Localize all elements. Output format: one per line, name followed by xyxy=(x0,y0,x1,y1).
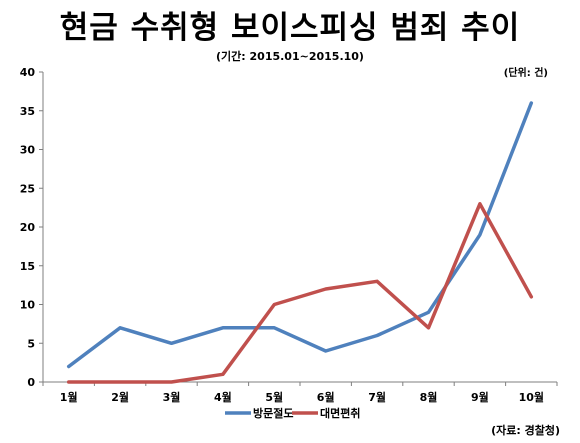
y-tick-label: 5 xyxy=(27,337,35,350)
x-tick-label: 3월 xyxy=(163,390,181,404)
legend-label-1: 방문절도 xyxy=(253,406,293,420)
y-tick-label: 20 xyxy=(20,221,36,234)
x-tick-label: 7월 xyxy=(368,390,386,404)
y-tick-label: 0 xyxy=(27,376,35,389)
x-tick-label: 4월 xyxy=(214,390,232,404)
x-tick-label: 9월 xyxy=(471,390,489,404)
series-line-1 xyxy=(66,101,534,369)
chart-subtitle: (기간: 2015.01~2015.10) xyxy=(216,50,364,63)
legend-label-2: 대면편취 xyxy=(320,406,360,420)
unit-note: (단위: 건) xyxy=(503,68,548,79)
y-tick-label: 30 xyxy=(20,144,36,157)
series-line-2 xyxy=(66,202,534,384)
chart-title: 현금 수취형 보이스피싱 범죄 추이 xyxy=(59,10,521,46)
x-tick-label: 6월 xyxy=(317,390,335,404)
x-tick-label: 5월 xyxy=(265,390,283,404)
y-tick-label: 10 xyxy=(20,299,36,312)
y-tick-label: 35 xyxy=(20,105,35,118)
x-tick-label: 8월 xyxy=(420,390,438,404)
x-tick-label: 10월 xyxy=(519,390,544,404)
y-tick-label: 25 xyxy=(20,182,35,195)
x-tick-label: 1월 xyxy=(60,390,78,404)
source-note: (자료: 경찰청) xyxy=(491,424,560,437)
y-tick-label: 15 xyxy=(20,260,35,273)
x-tick-label: 2월 xyxy=(111,390,129,404)
y-tick-label: 40 xyxy=(20,66,36,79)
